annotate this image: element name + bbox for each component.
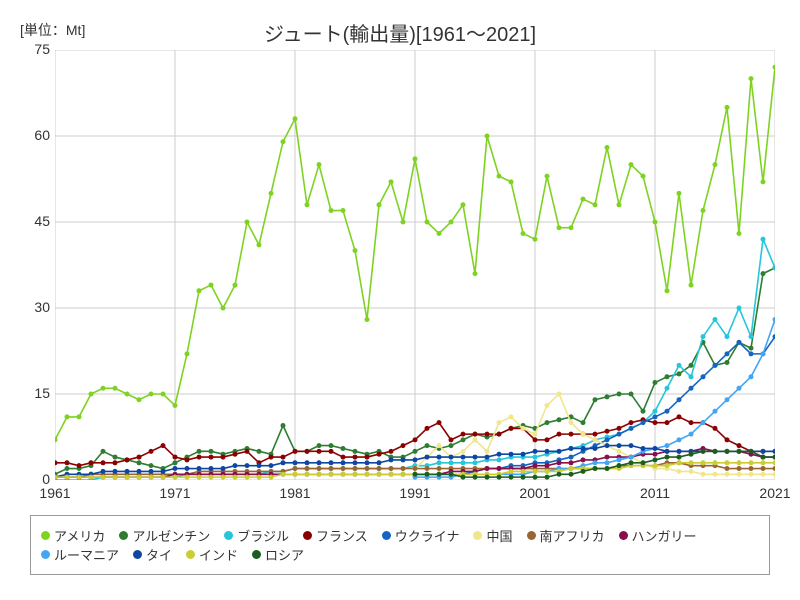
- legend-dot-icon: [303, 531, 312, 540]
- legend-label: インド: [199, 545, 238, 564]
- legend-label: 南アフリカ: [540, 526, 605, 545]
- legend-dot-icon: [41, 531, 50, 540]
- legend-label: アメリカ: [54, 526, 105, 545]
- legend-item: ルーマニア: [41, 545, 119, 564]
- x-tick-label: 2021: [759, 485, 790, 501]
- unit-label: [単位：Mt]: [20, 20, 85, 40]
- legend-item: フランス: [303, 526, 368, 545]
- x-tick-label: 1991: [399, 485, 430, 501]
- legend-dot-icon: [41, 550, 50, 559]
- legend-label: ブラジル: [237, 526, 289, 545]
- legend: アメリカ アルゼンチン ブラジル フランス ウクライナ 中国 南アフリカ ハンガリールーマニア…: [30, 515, 770, 575]
- legend-item: 中国: [473, 526, 512, 545]
- legend-dot-icon: [473, 531, 482, 540]
- x-tick-label: 2011: [640, 485, 670, 501]
- legend-item: ブラジル: [224, 526, 289, 545]
- legend-dot-icon: [527, 531, 536, 540]
- plot-svg: [55, 50, 775, 480]
- legend-item: ウクライナ: [382, 526, 460, 545]
- legend-item: アメリカ: [41, 526, 105, 545]
- legend-item: インド: [186, 545, 238, 564]
- x-tick-label: 1961: [39, 485, 70, 501]
- x-tick-label: 2001: [519, 485, 550, 501]
- legend-dot-icon: [186, 550, 195, 559]
- y-tick-label: 15: [20, 385, 50, 401]
- legend-dot-icon: [133, 550, 142, 559]
- legend-dot-icon: [119, 531, 128, 540]
- legend-label: ウクライナ: [395, 526, 460, 545]
- x-tick-label: 1981: [279, 485, 310, 501]
- legend-dot-icon: [252, 550, 261, 559]
- legend-label: ルーマニア: [54, 545, 119, 564]
- legend-dot-icon: [382, 531, 391, 540]
- legend-label: フランス: [316, 526, 368, 545]
- legend-label: 中国: [486, 526, 512, 545]
- legend-label: ロシア: [265, 545, 304, 564]
- legend-item: ハンガリー: [619, 526, 697, 545]
- legend-item: タイ: [133, 545, 172, 564]
- legend-item: アルゼンチン: [119, 526, 210, 545]
- legend-dot-icon: [619, 531, 628, 540]
- y-tick-label: 75: [20, 41, 50, 57]
- legend-label: ハンガリー: [632, 526, 697, 545]
- legend-label: アルゼンチン: [132, 526, 210, 545]
- y-tick-label: 60: [20, 127, 50, 143]
- x-tick-label: 1971: [159, 485, 190, 501]
- legend-label: タイ: [146, 545, 172, 564]
- chart-title: ジュート(輸出量)[1961～2021]: [264, 18, 536, 47]
- legend-item: 南アフリカ: [527, 526, 605, 545]
- y-tick-label: 45: [20, 213, 50, 229]
- legend-item: ロシア: [252, 545, 304, 564]
- y-tick-label: 30: [20, 299, 50, 315]
- chart-container: [単位：Mt] ジュート(輸出量)[1961～2021] 01530456075…: [0, 0, 800, 600]
- legend-dot-icon: [224, 531, 233, 540]
